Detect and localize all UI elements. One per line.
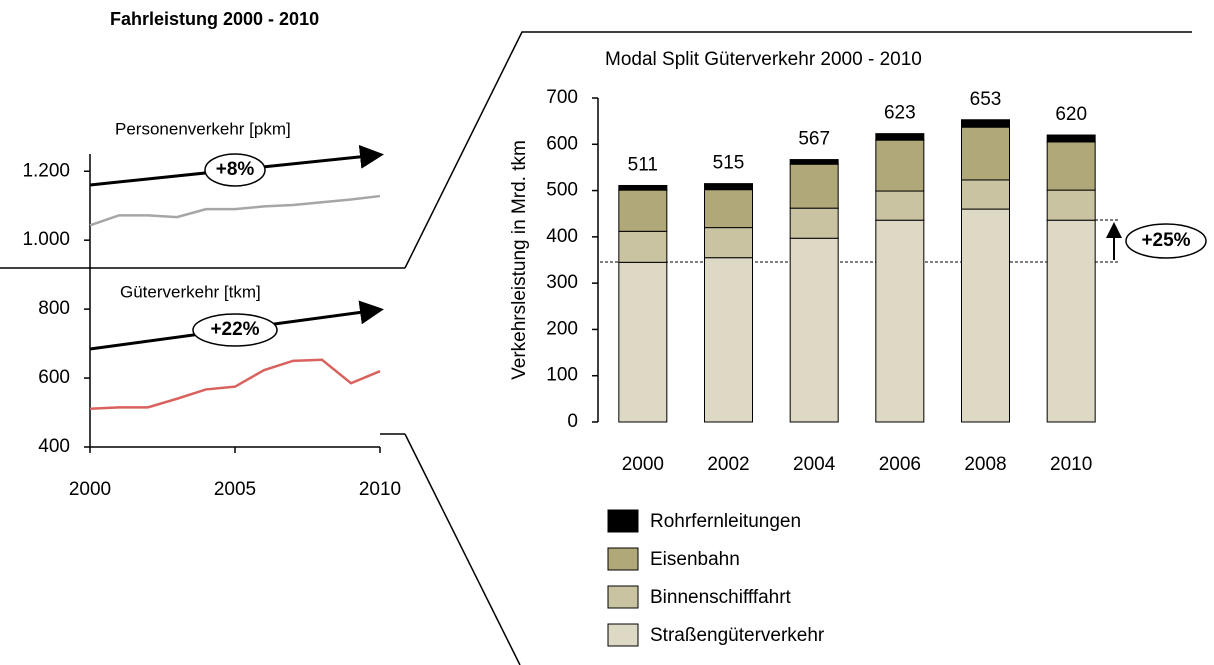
x-tick-label: 2008	[964, 454, 1006, 475]
x-tick-label: 2000	[69, 479, 111, 500]
total-label: 515	[713, 153, 745, 174]
bar-segment	[875, 190, 925, 221]
y-tick-label: 300	[546, 272, 578, 293]
y-tick-label: 600	[546, 133, 578, 154]
y-tick-label: 600	[38, 367, 70, 388]
bar-segment	[961, 126, 1010, 181]
x-tick-label: 2000	[622, 454, 664, 475]
annotation: +22%	[210, 319, 259, 340]
x-tick-label: 2010	[1050, 454, 1092, 475]
total-label: 653	[970, 89, 1002, 110]
bar-segment	[875, 133, 925, 141]
y-tick-label: 700	[546, 87, 578, 108]
bar-segment	[961, 208, 1010, 423]
zoom-line	[404, 433, 521, 665]
bar-segment	[789, 207, 839, 239]
legend-label: Binnenschifffahrt	[650, 587, 792, 608]
bar-segment	[618, 189, 668, 232]
x-tick-label: 2006	[879, 454, 921, 475]
total-label: 620	[1055, 104, 1087, 125]
total-label: 567	[798, 129, 830, 150]
bar-segment	[618, 230, 668, 263]
x-tick-label: 2004	[793, 454, 836, 475]
legend-swatch	[607, 509, 639, 533]
bar-segment	[1046, 141, 1096, 191]
bar-segment	[789, 159, 839, 165]
left-title: Fahrleistung 2000 - 2010	[110, 9, 319, 29]
x-tick-label: 2010	[359, 479, 401, 500]
y-tick-label: 200	[546, 318, 578, 339]
line-series	[89, 194, 381, 227]
annotation-ellipse	[192, 313, 278, 347]
x-tick-label: 2002	[707, 454, 749, 475]
y-tick-label: 1.200	[22, 160, 70, 181]
legend-label: Straßengüterverkehr	[650, 625, 825, 646]
y-tick-label: 400	[38, 436, 70, 457]
total-label: 511	[628, 154, 658, 175]
bar-segment	[875, 219, 925, 423]
bar-segment	[618, 261, 668, 423]
x-tick-label: 2005	[214, 479, 256, 500]
legend-swatch	[607, 547, 639, 571]
bar-segment	[704, 257, 753, 423]
bar-segment	[789, 163, 839, 209]
bar-segment	[704, 189, 753, 229]
y-axis-label: Verkehrsleistung in Mrd. tkm	[509, 140, 530, 380]
bar-segment	[618, 184, 668, 191]
bar-segment	[704, 227, 753, 259]
legend-label: Rohrfernleitungen	[650, 511, 801, 532]
bar-segment	[1046, 219, 1096, 423]
legend-label: Eisenbahn	[650, 549, 740, 570]
y-tick-label: 500	[546, 180, 578, 201]
annotation-ellipse	[1125, 223, 1207, 259]
y-tick-label: 400	[546, 226, 578, 247]
bar-segment	[875, 139, 925, 192]
y-tick-label: 800	[38, 298, 70, 319]
annotation-ellipse	[204, 153, 266, 187]
total-label: 623	[884, 103, 916, 124]
chart-title: Modal Split Güterverkehr 2000 - 2010	[605, 49, 922, 70]
legend-swatch	[607, 585, 639, 609]
y-tick-label: 0	[567, 411, 578, 432]
bar-segment	[704, 183, 753, 191]
bar-segment	[789, 237, 839, 423]
y-tick-label: 1.000	[22, 229, 70, 250]
bar-segment	[1046, 134, 1096, 143]
y-tick-label: 100	[546, 365, 578, 386]
legend-swatch	[607, 623, 639, 647]
bar-segment	[1046, 189, 1096, 221]
line-series	[89, 358, 381, 410]
series-label: Personenverkehr [pkm]	[115, 119, 291, 138]
annotation: +25%	[1141, 230, 1190, 251]
series-label: Güterverkehr [tkm]	[120, 282, 261, 301]
bar-segment	[961, 119, 1010, 128]
bar-segment	[961, 179, 1010, 210]
zoom-line	[404, 31, 1192, 269]
annotation: +8%	[216, 159, 255, 180]
